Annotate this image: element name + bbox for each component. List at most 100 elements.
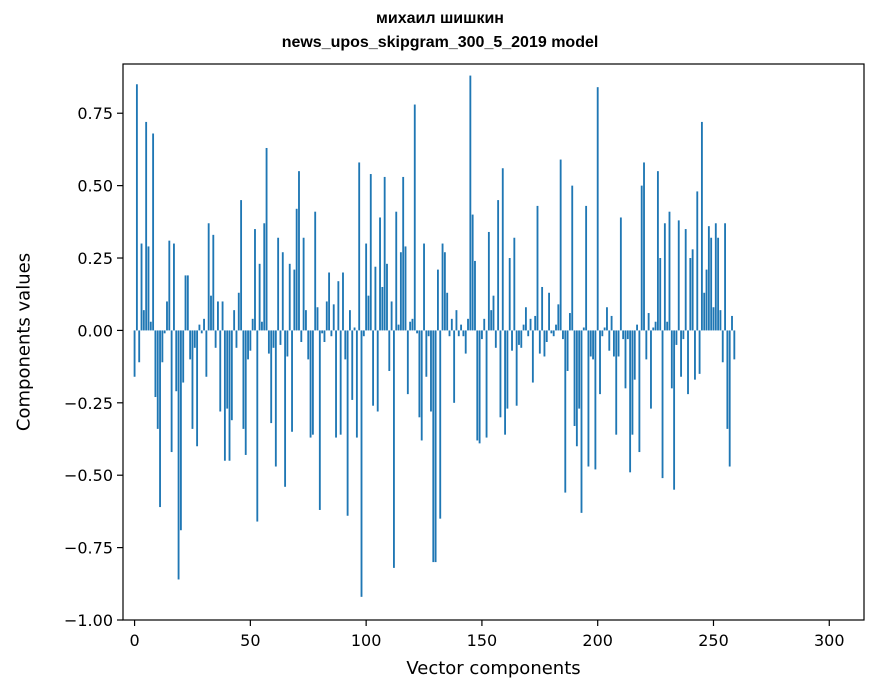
bar (184, 275, 187, 331)
bar (170, 330, 173, 453)
bar (656, 171, 659, 331)
plot-frame (122, 63, 865, 621)
bar (145, 121, 148, 331)
bar (388, 330, 391, 371)
bar (196, 330, 199, 447)
bar (133, 330, 136, 377)
bar (469, 75, 472, 331)
bar (163, 330, 166, 334)
bar (179, 330, 182, 531)
bar (622, 330, 625, 340)
bar (349, 310, 351, 331)
bar (395, 211, 398, 331)
bar (666, 321, 669, 331)
bar (244, 330, 247, 455)
bar (321, 330, 324, 334)
bar (603, 327, 606, 331)
bar (279, 330, 282, 345)
y-tick-label: 0.25 (77, 249, 113, 268)
bar (647, 313, 650, 331)
bar (372, 330, 375, 406)
bar (462, 330, 465, 337)
bar (189, 330, 192, 360)
x-ticks: 0 50 100 150 200 250 300 (129, 620, 845, 650)
bar (608, 330, 611, 351)
bar (251, 318, 254, 331)
bar (233, 310, 236, 331)
bar (582, 327, 585, 331)
y-tick-label: 0.75 (77, 104, 113, 123)
bar (490, 310, 493, 331)
bar (673, 330, 676, 490)
bar (726, 330, 729, 429)
bar (351, 330, 354, 400)
y-ticks: −1.00 −0.75 −0.50 −0.25 0.00 0.25 0.50 0.75 (64, 104, 123, 630)
y-tick-label: −0.50 (64, 466, 113, 485)
bar (559, 159, 562, 331)
bar (684, 229, 687, 331)
bar (402, 176, 405, 331)
bar (277, 237, 280, 331)
bar (467, 318, 469, 331)
bar (221, 301, 224, 331)
bar (497, 200, 500, 331)
bar (592, 330, 594, 360)
bar (291, 330, 293, 432)
bar (230, 330, 233, 421)
bar (256, 330, 259, 522)
bar (501, 168, 504, 331)
bar (696, 191, 699, 331)
bar (719, 310, 722, 331)
bar (670, 330, 673, 389)
bar (460, 324, 463, 331)
x-tick-label: 200 (582, 631, 613, 650)
bar (555, 324, 557, 331)
bar (325, 301, 328, 331)
x-tick-label: 50 (240, 631, 260, 650)
bar (182, 330, 185, 383)
bar (217, 301, 219, 331)
bar (573, 330, 576, 426)
bar (193, 330, 196, 348)
bar (710, 237, 713, 331)
bar (636, 324, 638, 331)
bar (721, 330, 724, 363)
bar (612, 330, 615, 357)
bar (210, 295, 212, 331)
bar (270, 330, 273, 424)
bar (541, 286, 544, 331)
bar (376, 330, 379, 412)
bar (536, 205, 539, 331)
bar (508, 258, 511, 331)
bar (397, 324, 400, 331)
bar (675, 330, 678, 345)
bar (249, 330, 252, 351)
bar (434, 330, 437, 563)
bar (687, 330, 689, 395)
bar (654, 321, 657, 331)
bar (379, 217, 381, 331)
bar (631, 330, 634, 435)
bar (386, 263, 388, 331)
bar (714, 223, 717, 331)
bar (703, 292, 706, 331)
bar (485, 330, 488, 438)
bar (358, 162, 361, 331)
bar (439, 330, 442, 519)
bar (668, 211, 671, 331)
bar (254, 229, 256, 331)
bar (650, 330, 652, 409)
x-tick-label: 300 (814, 631, 845, 650)
bar (200, 330, 203, 334)
bar (437, 269, 439, 331)
bar (293, 269, 296, 331)
bar (430, 330, 432, 412)
bar (585, 205, 588, 331)
y-tick-label: 0.50 (77, 177, 113, 196)
bar (203, 318, 205, 331)
bar (448, 330, 451, 337)
bar (707, 226, 710, 331)
bar (318, 330, 321, 510)
bar (316, 307, 319, 331)
bar (369, 174, 372, 331)
